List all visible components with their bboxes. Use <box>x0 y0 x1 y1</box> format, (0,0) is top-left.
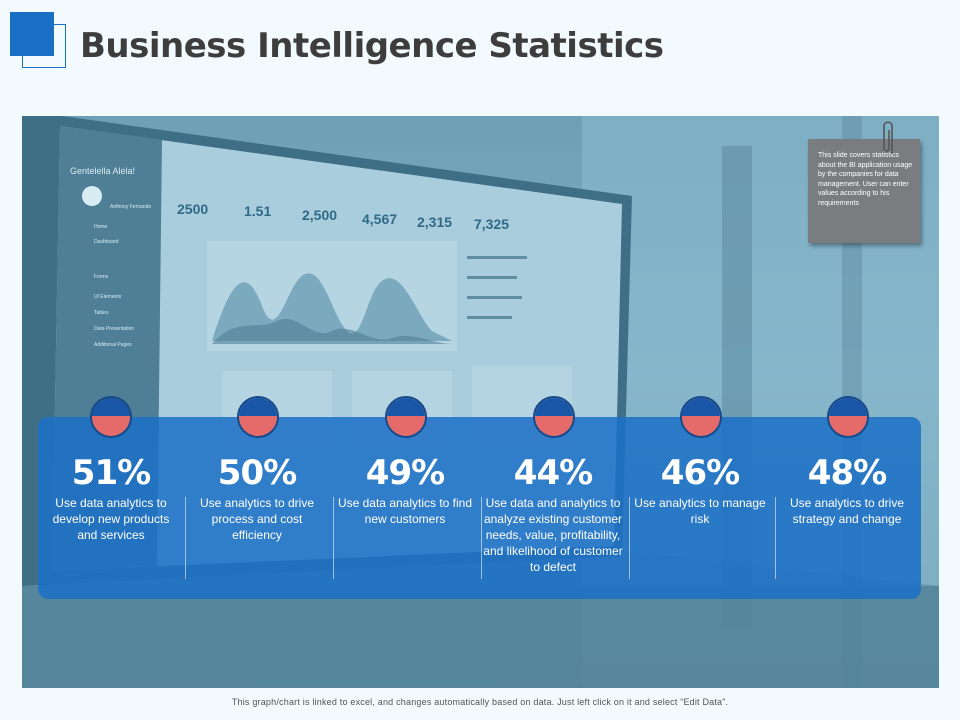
svg-text:4,567: 4,567 <box>362 211 397 227</box>
svg-text:Dashboard: Dashboard <box>94 239 119 245</box>
stat-value: 44% <box>513 453 593 493</box>
svg-text:Anthony Fernando: Anthony Fernando <box>110 204 151 210</box>
stat-value: 50% <box>217 453 297 493</box>
svg-text:2500: 2500 <box>177 201 208 217</box>
svg-text:7,325: 7,325 <box>474 216 509 232</box>
stat-value: 49% <box>365 453 445 493</box>
svg-text:Home: Home <box>94 224 108 230</box>
stat-marker-icon <box>827 396 869 438</box>
stat-divider <box>333 497 334 579</box>
stat-divider <box>481 497 482 579</box>
sticky-note: This slide covers statistics about the B… <box>808 139 920 243</box>
svg-text:2,315: 2,315 <box>417 214 452 230</box>
dashboard-brand: Gentelella Alela! <box>70 166 135 176</box>
svg-text:1.51: 1.51 <box>244 203 271 219</box>
footer-note: This graph/chart is linked to excel, and… <box>231 697 729 707</box>
stat-description: Use data analytics to find new customers <box>337 496 473 526</box>
stat-description: Use analytics to drive strategy and chan… <box>789 496 905 526</box>
stat-divider <box>775 497 776 579</box>
svg-text:Additional Pages: Additional Pages <box>94 342 132 348</box>
stat-value: 46% <box>660 453 740 493</box>
svg-text:Tables: Tables <box>94 310 109 316</box>
stat-marker-icon <box>237 396 279 438</box>
paperclip-icon <box>883 121 893 154</box>
sticky-note-text: This slide covers statistics about the B… <box>818 152 913 207</box>
laptop-dashboard-illustration: Gentelella Alela! Anthony Fernando Home … <box>22 116 939 688</box>
stat-description: Use analytics to manage risk <box>634 496 766 526</box>
svg-text:2,500: 2,500 <box>302 207 337 223</box>
stat-marker-icon <box>680 396 722 438</box>
svg-text:Forms: Forms <box>94 274 109 280</box>
page-title: Business Intelligence Statistics <box>80 26 664 66</box>
svg-text:Data Presentation: Data Presentation <box>94 326 134 332</box>
stat-description: Use data analytics to develop new produc… <box>52 496 170 542</box>
stat-value: 48% <box>807 453 887 493</box>
stat-description: Use analytics to drive process and cost … <box>199 496 315 542</box>
stat-marker-icon <box>90 396 132 438</box>
stat-description: Use data and analytics to analyze existi… <box>483 496 623 574</box>
stat-marker-icon <box>533 396 575 438</box>
stat-divider <box>185 497 186 579</box>
logo-square <box>10 12 54 56</box>
logo-outline-square <box>22 24 66 68</box>
stat-value: 51% <box>71 453 151 493</box>
svg-text:UI Elements: UI Elements <box>94 294 122 300</box>
hero-image: Gentelella Alela! Anthony Fernando Home … <box>22 116 939 688</box>
stat-divider <box>629 497 630 579</box>
stat-marker-icon <box>385 396 427 438</box>
